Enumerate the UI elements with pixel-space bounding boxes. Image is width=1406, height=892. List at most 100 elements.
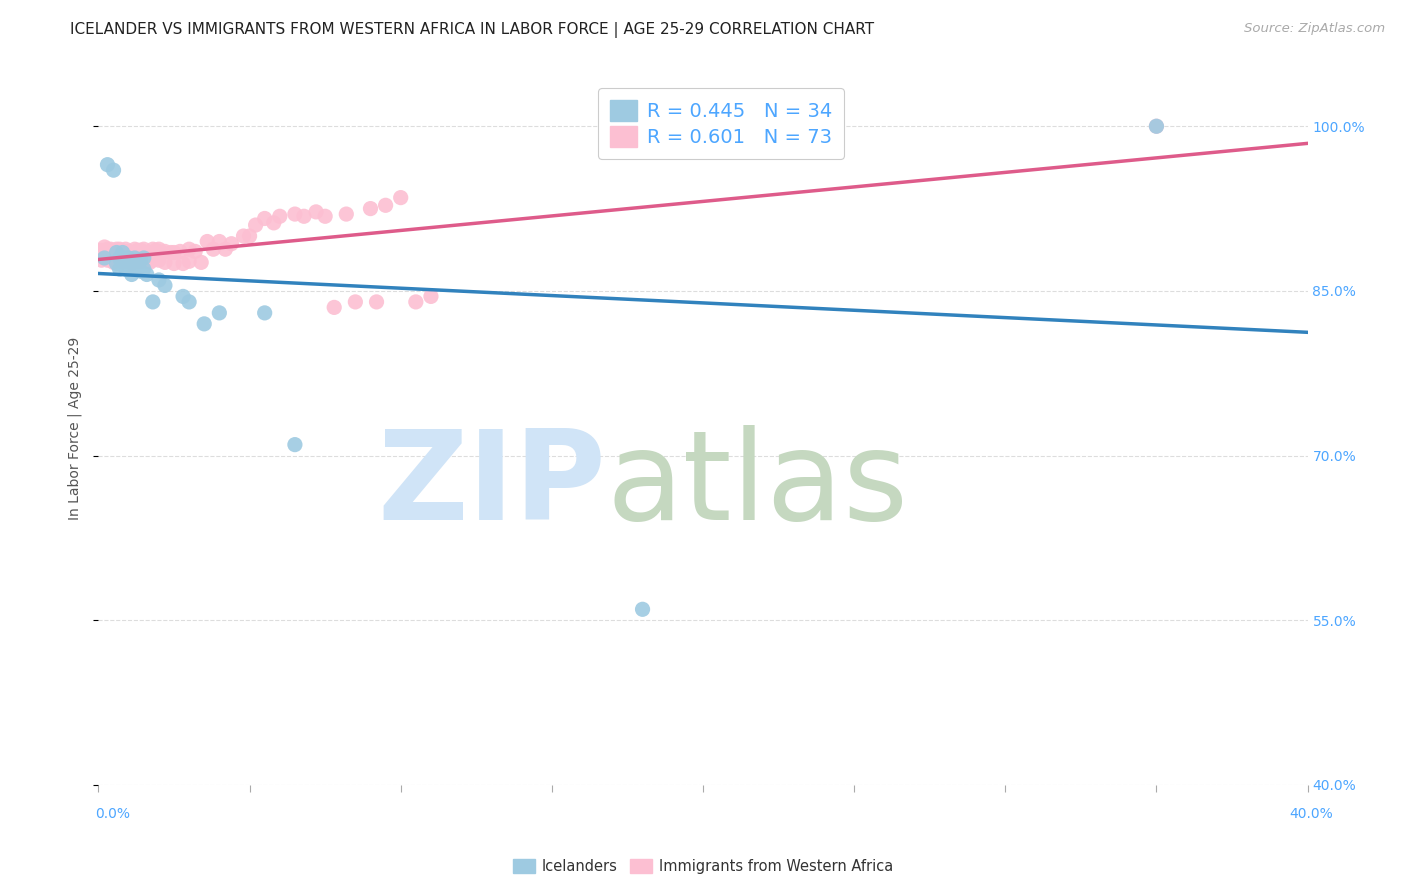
Text: 40.0%: 40.0% [1289, 806, 1333, 821]
Legend: Icelanders, Immigrants from Western Africa: Icelanders, Immigrants from Western Afri… [508, 854, 898, 880]
Point [124, 251, 146, 265]
Point [360, 202, 382, 216]
Point [153, 278, 176, 293]
Point [121, 253, 143, 268]
Point [202, 242, 225, 256]
Point [169, 244, 191, 259]
Point [323, 301, 346, 315]
Text: ZIP: ZIP [378, 425, 606, 546]
Point [163, 245, 186, 260]
Point [93, 251, 115, 265]
Point [145, 244, 167, 258]
Point [121, 268, 143, 282]
Point [245, 218, 267, 232]
Point [103, 163, 125, 178]
Text: ICELANDER VS IMMIGRANTS FROM WESTERN AFRICA IN LABOR FORCE | AGE 25-29 CORRELATI: ICELANDER VS IMMIGRANTS FROM WESTERN AFR… [70, 22, 875, 38]
Point [184, 244, 207, 259]
Point [132, 251, 155, 265]
Point [142, 253, 165, 268]
Point [232, 229, 254, 244]
Point [292, 209, 315, 223]
Point [239, 229, 262, 244]
Point [253, 211, 276, 226]
Point [1144, 120, 1167, 134]
Point [179, 294, 201, 309]
Point [335, 207, 357, 221]
Point [344, 294, 367, 309]
Point [105, 253, 128, 268]
Point [631, 602, 654, 616]
Point [135, 268, 157, 282]
Point [139, 255, 162, 269]
Point [111, 245, 134, 260]
Point [103, 255, 125, 269]
Point [208, 235, 231, 249]
Point [108, 251, 131, 265]
Point [172, 256, 194, 270]
Point [96, 242, 118, 256]
Point [127, 254, 149, 268]
Point [114, 254, 136, 268]
Point [214, 242, 236, 256]
Point [1144, 120, 1167, 134]
Point [366, 294, 388, 309]
Point [263, 216, 285, 230]
Point [105, 245, 128, 260]
Point [114, 251, 136, 265]
Point [305, 205, 328, 219]
Point [103, 245, 125, 260]
Text: 0.0%: 0.0% [96, 806, 131, 821]
Point [142, 294, 165, 309]
Point [108, 253, 131, 268]
Point [121, 256, 143, 270]
Point [284, 437, 307, 451]
Point [111, 256, 134, 270]
Point [105, 256, 128, 270]
Point [90, 244, 112, 258]
Point [129, 244, 152, 258]
Point [153, 244, 176, 259]
Point [142, 242, 165, 256]
Point [148, 273, 170, 287]
Point [389, 191, 412, 205]
Point [121, 245, 143, 260]
Point [179, 254, 201, 268]
Point [179, 242, 201, 256]
Point [193, 317, 215, 331]
Point [90, 253, 112, 268]
Point [132, 262, 155, 277]
Point [124, 254, 146, 268]
Point [132, 242, 155, 256]
Point [284, 207, 307, 221]
Point [114, 242, 136, 256]
Point [118, 262, 141, 277]
Point [374, 198, 396, 212]
Point [148, 253, 170, 268]
Point [114, 262, 136, 277]
Point [208, 306, 231, 320]
Point [124, 262, 146, 277]
Point [124, 242, 146, 256]
Point [253, 306, 276, 320]
Point [96, 253, 118, 268]
Legend: R = 0.445   N = 34, R = 0.601   N = 73: R = 0.445 N = 34, R = 0.601 N = 73 [599, 88, 844, 159]
Point [132, 254, 155, 268]
Point [129, 254, 152, 268]
Point [148, 242, 170, 256]
Point [127, 244, 149, 258]
Point [118, 251, 141, 265]
Point [118, 254, 141, 268]
Point [100, 242, 122, 256]
Point [172, 289, 194, 303]
Point [420, 289, 443, 303]
Point [111, 244, 134, 259]
Point [163, 256, 186, 270]
Point [405, 294, 427, 309]
Point [108, 262, 131, 277]
Point [129, 253, 152, 268]
Point [111, 255, 134, 269]
Point [160, 245, 183, 260]
Point [190, 255, 212, 269]
Point [93, 251, 115, 265]
Point [96, 158, 118, 172]
